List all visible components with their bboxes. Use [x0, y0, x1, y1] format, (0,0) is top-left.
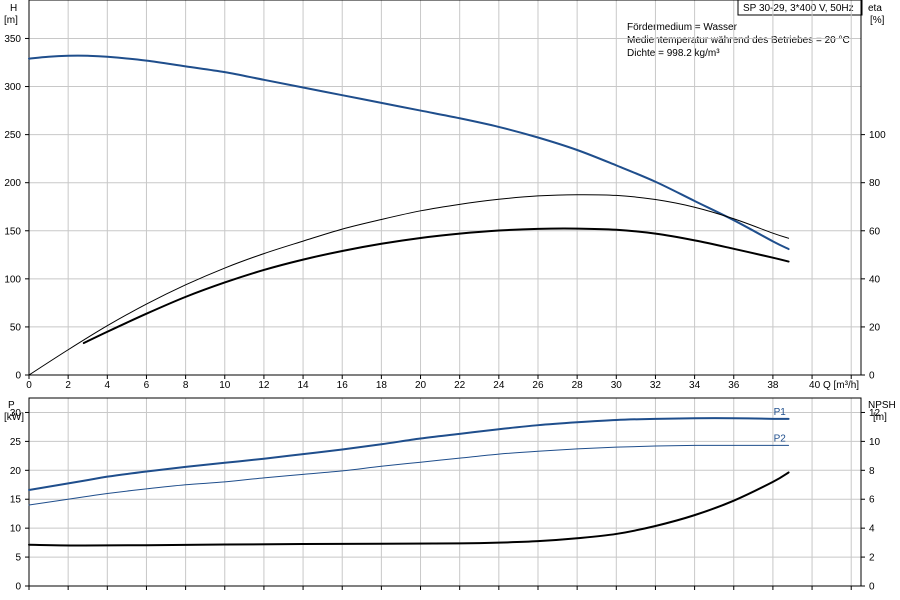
left-tick-label: 25: [10, 437, 22, 448]
x-tick-label: 24: [493, 380, 505, 391]
left-tick-label: 0: [15, 371, 21, 382]
series-line-1-1: [28, 444, 790, 506]
x-tick-label: 8: [183, 380, 189, 391]
plot-frame: [28, 397, 862, 587]
head-axis-unit: [m]: [4, 15, 18, 26]
x-tick-label: 18: [376, 380, 388, 391]
left-tick-label: 0: [15, 582, 21, 593]
x-tick-label: 14: [298, 380, 310, 391]
x-tick-label: 34: [689, 380, 701, 391]
right-tick-label: 60: [869, 226, 881, 237]
right-tick-label: 4: [869, 524, 875, 535]
info-line-medium: Fördermedium = Wasser: [627, 22, 738, 33]
left-tick-label: 350: [4, 34, 21, 45]
x-tick-label: 28: [572, 380, 584, 391]
left-tick-label: 30: [10, 408, 22, 419]
series-label-p1: P1: [774, 407, 787, 418]
eta-axis-unit: [%]: [870, 15, 885, 26]
x-tick-label: 2: [65, 380, 71, 391]
series-line-0-2: [28, 194, 790, 376]
left-tick-label: 100: [4, 274, 21, 285]
right-tick-label: 0: [869, 582, 875, 593]
right-tick-label: 8: [869, 466, 875, 477]
npsh-axis-label: NPSH: [868, 400, 896, 411]
right-tick-label: 2: [869, 553, 875, 564]
right-tick-label: 6: [869, 495, 875, 506]
series-line-1-2: [28, 471, 790, 547]
x-tick-label: 30: [611, 380, 623, 391]
right-tick-label: 100: [869, 130, 886, 141]
right-tick-label: 20: [869, 322, 881, 333]
right-tick-label: 12: [869, 408, 881, 419]
axis-layer: [25, 0, 865, 590]
info-line-temperature: Medientemperatur während des Betriebes =…: [627, 35, 850, 46]
plot-frame: [28, 0, 862, 376]
model-box: [737, 0, 863, 16]
left-tick-label: 300: [4, 82, 21, 93]
right-tick-label: 40: [869, 274, 881, 285]
x-tick-label: 26: [532, 380, 544, 391]
x-tick-label: 12: [258, 380, 270, 391]
left-tick-label: 50: [10, 322, 22, 333]
left-tick-label: 20: [10, 466, 22, 477]
model-label: SP 30-29, 3*400 V, 50Hz: [743, 3, 854, 14]
grid-layer: [28, 0, 861, 586]
right-tick-label: 80: [869, 178, 881, 189]
x-tick-label: 38: [767, 380, 779, 391]
power-axis-unit: [kW]: [4, 412, 24, 423]
series-line-0-0: [28, 54, 790, 251]
x-tick-label: 36: [728, 380, 740, 391]
x-tick-label: 16: [337, 380, 349, 391]
right-tick-label: 0: [869, 371, 875, 382]
left-tick-label: 250: [4, 130, 21, 141]
left-tick-label: 200: [4, 178, 21, 189]
head-axis-label: H: [10, 3, 17, 14]
x-tick-label: 22: [454, 380, 466, 391]
left-tick-label: 15: [10, 495, 22, 506]
x-tick-label: 40 Q [m³/h]: [809, 380, 859, 391]
x-tick-label: 4: [105, 380, 111, 391]
info-line-density: Dichte = 998.2 kg/m³: [627, 48, 720, 59]
x-tick-label: 20: [415, 380, 427, 391]
x-tick-label: 6: [144, 380, 150, 391]
x-tick-label: 0: [26, 380, 32, 391]
left-tick-label: 150: [4, 226, 21, 237]
curve-layer: [28, 54, 790, 547]
series-line-1-0: [28, 417, 790, 491]
x-tick-label: 32: [650, 380, 662, 391]
x-tick-label: 10: [219, 380, 231, 391]
series-label-p2: P2: [774, 433, 787, 444]
eta-axis-label: eta: [868, 3, 882, 14]
series-line-0-1: [82, 227, 790, 345]
npsh-axis-unit: [m]: [873, 412, 887, 423]
right-tick-label: 10: [869, 437, 881, 448]
left-tick-label: 5: [15, 553, 21, 564]
left-tick-label: 10: [10, 524, 22, 535]
power-axis-label: P: [8, 400, 15, 411]
